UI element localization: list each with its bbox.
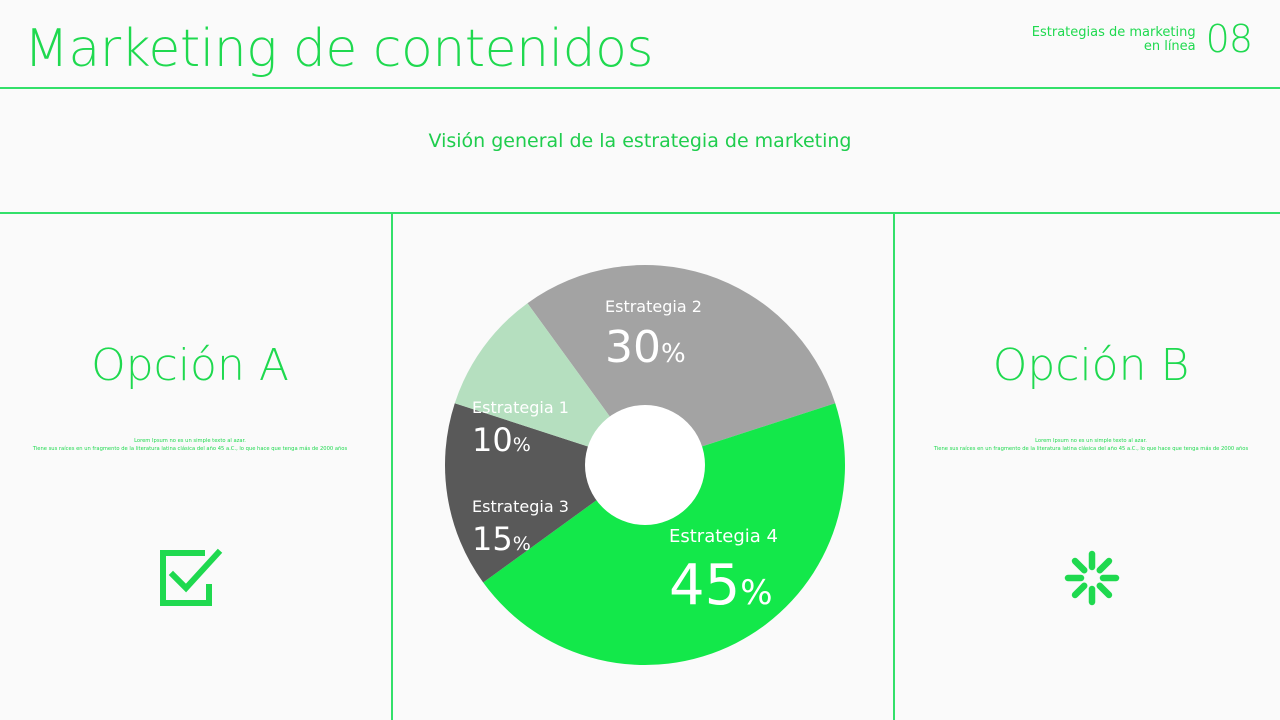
column-divider-left [391, 213, 393, 720]
content-top-divider [0, 212, 1280, 214]
loading-spinner-icon [1064, 550, 1120, 606]
option-b-panel: Opción B Lorem Ipsum no es un simple tex… [896, 340, 1280, 453]
donut-slice-3 [445, 403, 645, 583]
section-label-line2: en línea [1143, 39, 1196, 54]
donut-hole [585, 405, 705, 525]
slice-label-4: Estrategia 1 [472, 398, 569, 417]
page-title: Marketing de contenidos [24, 19, 653, 79]
donut-slice-2 [483, 403, 845, 665]
slice-label-3: Estrategia 3 [472, 497, 569, 516]
option-a-panel: Opción A Lorem Ipsum no es un simple tex… [0, 340, 380, 453]
header-divider [0, 87, 1280, 89]
donut-slice-1 [527, 265, 836, 465]
slice-label-1: Estrategia 2 [605, 297, 702, 316]
slice-value-1: 30% [605, 322, 686, 373]
page-number: 08 [1205, 17, 1253, 61]
option-a-desc-line1: Lorem Ipsum no es un simple texto al aza… [134, 437, 246, 444]
option-b-desc-line1: Lorem Ipsum no es un simple texto al aza… [1035, 437, 1147, 444]
section-subtitle: Visión general de la estrategia de marke… [428, 130, 852, 152]
donut-slice-4 [454, 303, 645, 465]
checkbox-check-icon [160, 548, 223, 606]
option-a-description: Lorem Ipsum no es un simple texto al aza… [0, 437, 380, 453]
option-b-title: Opción B [992, 340, 1190, 391]
option-a-desc-line2: Tiene sus raíces en un fragmento de la l… [32, 445, 348, 452]
section-indicator: Estrategias de marketing en línea 08 [1032, 17, 1253, 61]
column-divider-right [893, 213, 895, 720]
option-b-description: Lorem Ipsum no es un simple texto al aza… [896, 437, 1280, 453]
section-label-line1: Estrategias de marketing [1031, 25, 1196, 40]
strategy-donut-chart: Estrategia 230%Estrategia 445%Estrategia… [445, 265, 845, 665]
section-label: Estrategias de marketing en línea [1032, 26, 1196, 54]
option-b-desc-line2: Tiene sus raíces en un fragmento de la l… [933, 445, 1249, 452]
option-a-title: Opción A [91, 340, 289, 391]
slice-label-2: Estrategia 4 [669, 526, 778, 547]
